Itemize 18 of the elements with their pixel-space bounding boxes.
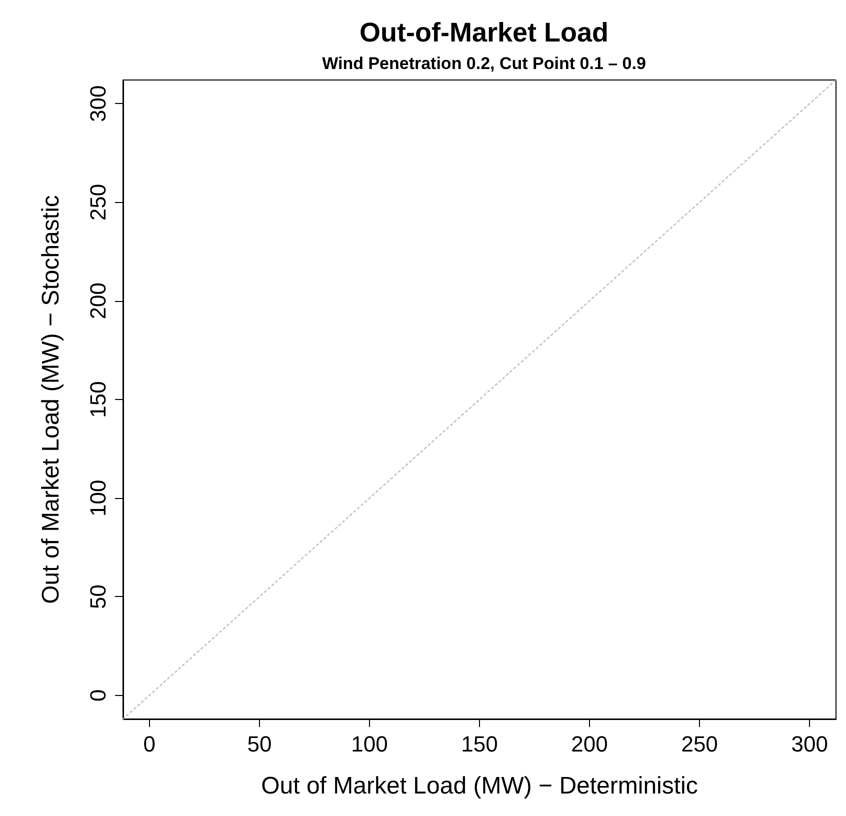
x-tick-label: 200 [571, 732, 608, 756]
y-tick-label: 100 [86, 480, 110, 516]
x-tick-label: 50 [247, 732, 272, 756]
y-tick-label: 0 [86, 689, 110, 702]
x-tick-label: 0 [143, 732, 156, 756]
x-axis-title: Out of Market Load (MW) − Deterministic [261, 772, 698, 800]
y-tick-label: 50 [86, 584, 110, 609]
y-tick-label: 300 [86, 85, 110, 122]
x-tick-label: 150 [461, 732, 498, 756]
y-tick-label: 250 [86, 184, 110, 221]
x-tick-label: 250 [681, 732, 718, 756]
x-tick-label: 300 [791, 732, 828, 756]
chart-subtitle: Wind Penetration 0.2, Cut Point 0.1 – 0.9 [322, 54, 646, 73]
chart-title: Out-of-Market Load [360, 18, 608, 48]
y-tick-label: 200 [86, 282, 110, 320]
x-tick-label: 100 [351, 732, 388, 756]
y-tick-label: 150 [86, 381, 110, 418]
y-axis-title: Out of Market Load (MW) − Stochastic [38, 195, 64, 604]
